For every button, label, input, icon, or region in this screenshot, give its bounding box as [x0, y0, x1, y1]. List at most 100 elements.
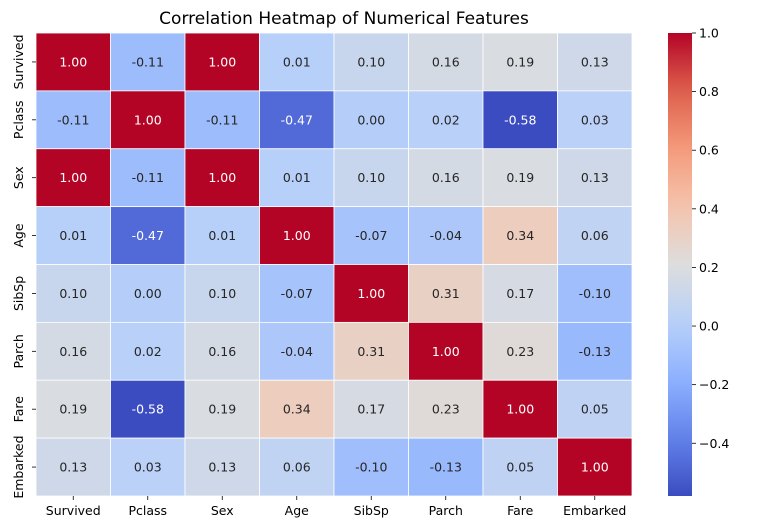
x-axis-tick-labels: Survived Pclass Sex Age SibSp Parch Fare Embark…	[46, 496, 626, 518]
cell-value-label: 0.06	[581, 228, 609, 243]
cell-value-label: 0.01	[59, 228, 87, 243]
cell-value-label: 0.31	[357, 344, 385, 359]
x-tick-label-age: Age	[285, 503, 309, 518]
cell-value-label: 0.13	[581, 170, 609, 185]
cell-value-label: 1.00	[357, 286, 385, 301]
cell-value-label: 0.01	[283, 54, 311, 69]
x-tick-label-embarked: Embarked	[563, 503, 626, 518]
heatmap-cells: 1.00 -0.11 1.00 0.01 0.10 0.16 0.19 0.13 -0.11 1.…	[35, 32, 633, 497]
chart-title: Correlation Heatmap of Numerical Feature…	[159, 9, 529, 29]
cell-value-label: 0.34	[283, 402, 311, 417]
heatmap-cell-survived-embarked	[557, 32, 633, 92]
heatmap-cell-pclass-embarked	[557, 90, 633, 150]
cell-value-label: 0.13	[208, 460, 236, 475]
cell-value-label: 1.00	[581, 460, 609, 475]
cell-value-label: -0.11	[132, 170, 164, 185]
y-tick-label-parch: Parch	[11, 334, 26, 368]
colorbar-tick-label: 0.0	[699, 319, 719, 334]
cell-value-label: 0.00	[134, 286, 162, 301]
cell-value-label: -0.11	[206, 112, 238, 127]
cell-value-label: 0.10	[208, 286, 236, 301]
heatmap-cell-sex-sex	[184, 148, 260, 208]
heatmap-cell-pclass-sibsp	[333, 90, 409, 150]
x-tick-label-parch: Parch	[429, 503, 463, 518]
cell-value-label: 1.00	[208, 54, 236, 69]
y-tick-label-sibsp: SibSp	[11, 276, 26, 311]
heatmap-cell-age-sex	[184, 206, 260, 265]
heatmap-cell-sex-fare	[482, 148, 558, 208]
heatmap-cell-embarked-sibsp	[333, 437, 409, 497]
cell-value-label: 1.00	[283, 228, 311, 243]
y-tick-label-age: Age	[11, 223, 26, 247]
cell-value-label: 0.10	[59, 286, 87, 301]
cell-value-label: -0.58	[132, 402, 164, 417]
x-tick-label-sibsp: SibSp	[354, 503, 389, 518]
heatmap-cell-fare-survived	[35, 379, 111, 439]
heatmap-cell-sex-parch	[408, 148, 484, 208]
colorbar-tick-label: 0.8	[699, 84, 719, 99]
heatmap-cell-sex-pclass	[110, 148, 186, 208]
cell-value-label: 0.00	[357, 112, 385, 127]
colorbar: 1.0 0.8 0.6 0.4 0.2 0.0 −0.2 −0.4	[668, 26, 729, 496]
heatmap-cell-fare-parch	[408, 379, 484, 439]
heatmap-cell-sibsp-parch	[408, 264, 484, 323]
cell-value-label: 0.13	[581, 54, 609, 69]
y-tick-label-sex: Sex	[11, 166, 26, 189]
heatmap-cell-parch-sex	[184, 321, 260, 381]
colorbar-tick-label: 0.4	[699, 201, 719, 216]
heatmap-cell-sibsp-age	[259, 264, 335, 323]
cell-value-label: -0.07	[281, 286, 313, 301]
heatmap-cell-fare-sex	[184, 379, 260, 439]
cell-value-label: -0.47	[132, 228, 164, 243]
heatmap-cell-parch-parch	[408, 321, 484, 381]
heatmap-cell-sex-sibsp	[333, 148, 409, 208]
heatmap-cell-embarked-sex	[184, 437, 260, 497]
x-tick-label-sex: Sex	[211, 503, 234, 518]
cell-value-label: 0.10	[357, 170, 385, 185]
cell-value-label: 0.05	[581, 402, 609, 417]
cell-value-label: -0.11	[57, 112, 89, 127]
y-axis-tick-labels: Survived Pclass Sex Age SibSp Parch Fare Embark…	[11, 34, 36, 499]
heatmap-cell-survived-survived	[35, 32, 111, 92]
heatmap-cell-age-survived	[35, 206, 111, 265]
colorbar-tick-label: −0.4	[699, 436, 729, 451]
cell-value-label: 0.19	[506, 170, 534, 185]
colorbar-tick-label: −0.2	[699, 377, 729, 392]
cell-value-label: 0.01	[283, 170, 311, 185]
cell-value-label: 0.23	[506, 344, 534, 359]
heatmap-cell-sex-embarked	[557, 148, 633, 208]
cell-value-label: 1.00	[134, 112, 162, 127]
cell-value-label: 0.03	[134, 460, 162, 475]
heatmap-cell-fare-sibsp	[333, 379, 409, 439]
cell-value-label: 0.23	[432, 402, 460, 417]
cell-value-label: 0.16	[432, 54, 460, 69]
heatmap-cell-sex-survived	[35, 148, 111, 208]
colorbar-tick-label: 0.6	[699, 143, 719, 158]
cell-value-label: 0.02	[134, 344, 162, 359]
heatmap-cell-pclass-age	[259, 90, 335, 150]
heatmap-cell-fare-pclass	[110, 379, 186, 439]
cell-value-label: 0.16	[432, 170, 460, 185]
heatmap-cell-parch-pclass	[110, 321, 186, 381]
heatmap-cell-parch-fare	[482, 321, 558, 381]
heatmap-cell-age-fare	[482, 206, 558, 265]
cell-value-label: 0.16	[208, 344, 236, 359]
y-tick-label-fare: Fare	[11, 396, 26, 423]
heatmap-cell-fare-embarked	[557, 379, 633, 439]
cell-value-label: -0.11	[132, 54, 164, 69]
cell-value-label: 0.01	[208, 228, 236, 243]
heatmap-cell-sibsp-fare	[482, 264, 558, 323]
heatmap-cell-sibsp-embarked	[557, 264, 633, 323]
cell-value-label: 0.19	[208, 402, 236, 417]
cell-value-label: -0.10	[579, 286, 611, 301]
heatmap-cell-survived-parch	[408, 32, 484, 92]
cell-value-label: 0.34	[506, 228, 534, 243]
y-tick-label-embarked: Embarked	[11, 435, 26, 498]
x-tick-label-fare: Fare	[507, 503, 534, 518]
cell-value-label: 0.05	[506, 460, 534, 475]
cell-value-label: 1.00	[59, 170, 87, 185]
x-tick-label-survived: Survived	[46, 503, 101, 518]
heatmap-cell-pclass-pclass	[110, 90, 186, 150]
cell-value-label: -0.58	[504, 112, 536, 127]
heatmap-cell-age-sibsp	[333, 206, 409, 265]
